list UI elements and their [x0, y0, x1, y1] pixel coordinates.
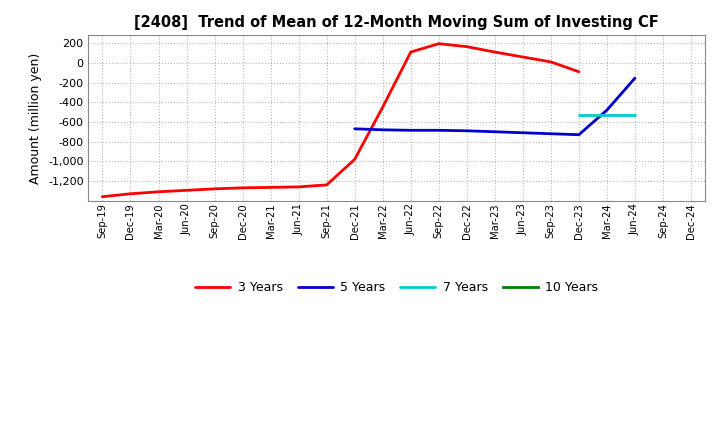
- Legend: 3 Years, 5 Years, 7 Years, 10 Years: 3 Years, 5 Years, 7 Years, 10 Years: [190, 276, 603, 299]
- 3 Years: [546, 59, 555, 65]
- 5 Years: [546, 131, 555, 136]
- 5 Years: [462, 128, 471, 133]
- 3 Years: [238, 185, 247, 191]
- 3 Years: [434, 41, 443, 46]
- Line: 3 Years: 3 Years: [102, 44, 579, 197]
- 5 Years: [575, 132, 583, 137]
- 3 Years: [266, 185, 275, 190]
- 7 Years: [603, 112, 611, 117]
- 5 Years: [434, 128, 443, 133]
- 3 Years: [518, 55, 527, 60]
- 5 Years: [631, 76, 639, 81]
- 5 Years: [406, 128, 415, 133]
- 5 Years: [351, 126, 359, 132]
- 3 Years: [154, 189, 163, 194]
- Y-axis label: Amount (million yen): Amount (million yen): [30, 52, 42, 183]
- 3 Years: [126, 191, 135, 196]
- 5 Years: [490, 129, 499, 134]
- 3 Years: [462, 44, 471, 49]
- 5 Years: [518, 130, 527, 136]
- 7 Years: [575, 112, 583, 117]
- 5 Years: [603, 107, 611, 113]
- 3 Years: [182, 188, 191, 193]
- 3 Years: [575, 69, 583, 74]
- 3 Years: [490, 49, 499, 55]
- 3 Years: [379, 105, 387, 110]
- Line: 5 Years: 5 Years: [355, 78, 635, 135]
- 3 Years: [406, 49, 415, 55]
- 3 Years: [351, 157, 359, 162]
- 5 Years: [379, 127, 387, 132]
- 3 Years: [98, 194, 107, 199]
- 3 Years: [210, 186, 219, 191]
- 7 Years: [631, 112, 639, 117]
- 3 Years: [294, 184, 303, 190]
- Title: [2408]  Trend of Mean of 12-Month Moving Sum of Investing CF: [2408] Trend of Mean of 12-Month Moving …: [135, 15, 659, 30]
- 3 Years: [323, 182, 331, 187]
